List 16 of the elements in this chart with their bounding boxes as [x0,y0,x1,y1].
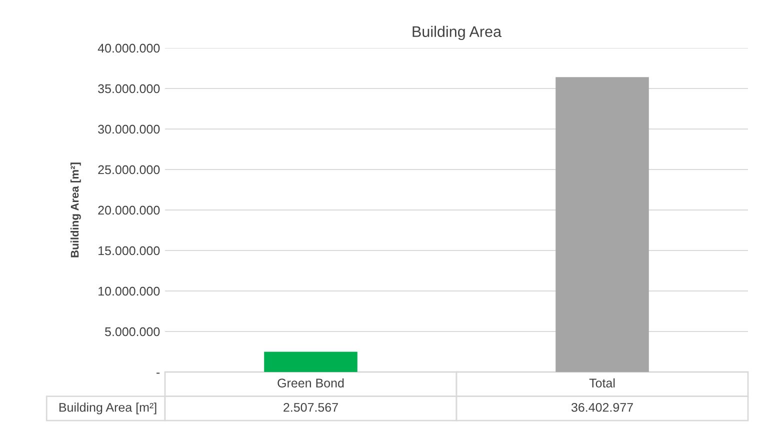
text: Building Area [m²] [59,402,156,414]
y-tick-label: 30.000.000 [98,124,160,134]
y-tick-label: 20.000.000 [98,206,160,215]
x-tick-label: Total [589,378,615,388]
y-tick-label: - [156,372,160,374]
y-tick-label: 25.000.000 [98,165,160,174]
chart-title: Building Area [412,26,502,40]
y-tick-label: 5.000.000 [105,327,160,336]
y-tick-label: 35.000.000 [98,84,160,94]
y-tick-label: 10.000.000 [98,286,160,296]
x-tick-label: Green Bond [278,378,344,388]
y-axis-title: Building Area [m²] [70,162,81,258]
y-tick-label: 40.000.000 [98,44,160,53]
y-tick-label: 15.000.000 [98,246,160,256]
data-label: 36.402.977 [571,402,633,412]
data-label: 2.507.567 [284,402,338,412]
